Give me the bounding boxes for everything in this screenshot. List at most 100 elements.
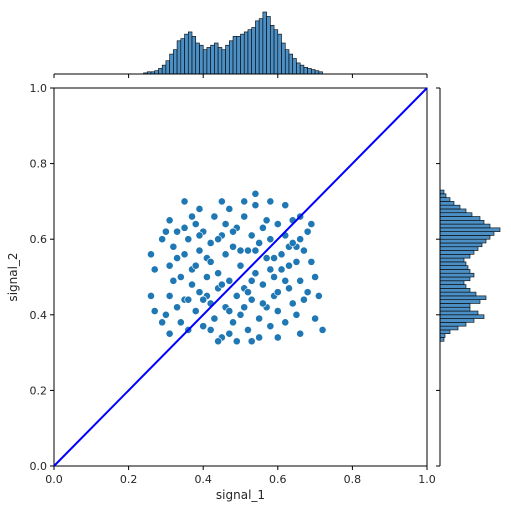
top-histogram-bar: [187, 31, 193, 75]
right-histogram-bar: [439, 291, 477, 297]
scatter-point: [277, 250, 286, 259]
scatter-point: [266, 235, 275, 244]
scatter-point: [251, 246, 260, 255]
scatter-point: [314, 291, 323, 300]
scatter-point: [188, 212, 196, 221]
right-histogram-bar: [439, 295, 487, 300]
scatter-point: [303, 227, 312, 236]
top-histogram-bar: [173, 49, 178, 75]
scatter-point: [147, 250, 155, 259]
right-histogram-bar: [439, 250, 475, 255]
scatter-point: [288, 239, 297, 247]
top-histogram-bar: [240, 33, 245, 75]
right-histogram-bar: [439, 314, 485, 319]
right-histogram-bar: [439, 272, 475, 278]
scatter-point: [229, 318, 237, 327]
top-histogram-bar: [217, 47, 223, 75]
scatter-point: [203, 273, 211, 281]
scatter-point: [292, 257, 301, 266]
scatter-point: [161, 227, 170, 236]
scatter-point: [255, 333, 264, 342]
right-histogram-bar: [439, 235, 491, 240]
scatter-point: [303, 288, 312, 297]
scatter-point: [307, 220, 316, 228]
scatter-point: [258, 299, 267, 308]
scatter-point: [240, 212, 249, 221]
top-histogram-bar: [247, 29, 252, 75]
scatter-point: [214, 269, 223, 278]
right-histogram-bar: [439, 306, 471, 312]
top-histogram-bar: [206, 47, 211, 75]
scatter-point: [199, 322, 208, 331]
scatter-point: [292, 310, 301, 319]
right-histogram-bar: [439, 193, 447, 198]
scatter-point: [281, 276, 290, 285]
scatter-point: [281, 201, 290, 210]
right-histogram-bar: [439, 220, 485, 225]
scatter-point: [311, 273, 319, 281]
top-histogram-bar: [311, 69, 316, 75]
scatter-point: [266, 197, 275, 206]
top-histogram-bar: [262, 11, 267, 75]
scatter-point: [165, 216, 174, 225]
scatter-point: [191, 307, 200, 315]
scatter-point: [236, 310, 245, 319]
scatter-point: [225, 276, 234, 285]
scatter-point: [188, 280, 196, 289]
top-histogram-bar: [214, 42, 219, 75]
scatter-point: [273, 288, 282, 297]
scatter-point: [176, 273, 185, 281]
scatter-points: [147, 189, 327, 346]
top-histogram-bar: [243, 31, 249, 75]
top-histogram-bar: [202, 49, 208, 75]
scatter-point: [184, 295, 193, 304]
right-histogram-bar: [439, 216, 481, 221]
right-histogram-bar: [439, 201, 455, 206]
right-histogram-bar: [439, 325, 459, 331]
top-histogram-bar: [255, 20, 260, 75]
top-histogram-bar: [176, 40, 182, 75]
scatter-point: [244, 246, 252, 255]
right-histogram-bar: [439, 303, 471, 308]
right-histogram-bar: [439, 310, 479, 316]
right-histogram-bar: [439, 254, 471, 259]
scatter-point: [180, 250, 189, 259]
y-tick-label: 0.8: [30, 158, 48, 171]
scatter-point: [288, 299, 297, 308]
scatter-point: [236, 261, 245, 270]
right-histogram-bar: [439, 197, 451, 202]
scatter-point: [165, 329, 174, 338]
scatter-point: [236, 246, 245, 255]
y-tick-label: 0.4: [30, 309, 48, 322]
x-tick-label: 0.6: [269, 473, 287, 486]
top-histogram-bar: [229, 40, 234, 75]
scatter-point: [158, 318, 167, 327]
right-histogram-bar: [439, 257, 465, 263]
y-axis-ticks: 0.0 0.2 0.4 0.6 0.8 1.0: [30, 82, 54, 473]
right-marginal-histogram: [436, 87, 501, 467]
scatter-point: [225, 329, 234, 338]
top-histogram-bar: [232, 36, 238, 75]
right-histogram-bar: [439, 280, 465, 285]
scatter-point: [247, 276, 256, 285]
scatter-point: [285, 261, 293, 270]
scatter-point: [258, 223, 267, 232]
scatter-point: [180, 197, 189, 206]
scatter-point: [206, 257, 215, 266]
right-histogram-bar: [439, 299, 481, 304]
scatter-point: [225, 307, 234, 315]
scatter-point: [244, 326, 252, 334]
right-histogram-bar: [439, 242, 483, 248]
scatter-point: [281, 318, 290, 327]
scatter-point: [199, 295, 208, 304]
scatter-point: [307, 257, 316, 266]
scatter-point: [169, 276, 178, 285]
scatter-point: [147, 291, 155, 300]
scatter-point: [173, 303, 181, 312]
scatter-point: [150, 307, 159, 315]
top-histogram-bar: [161, 64, 167, 75]
top-histogram-bar: [307, 68, 312, 75]
scatter-point: [165, 291, 174, 300]
x-tick-label: 0.4: [194, 473, 212, 486]
